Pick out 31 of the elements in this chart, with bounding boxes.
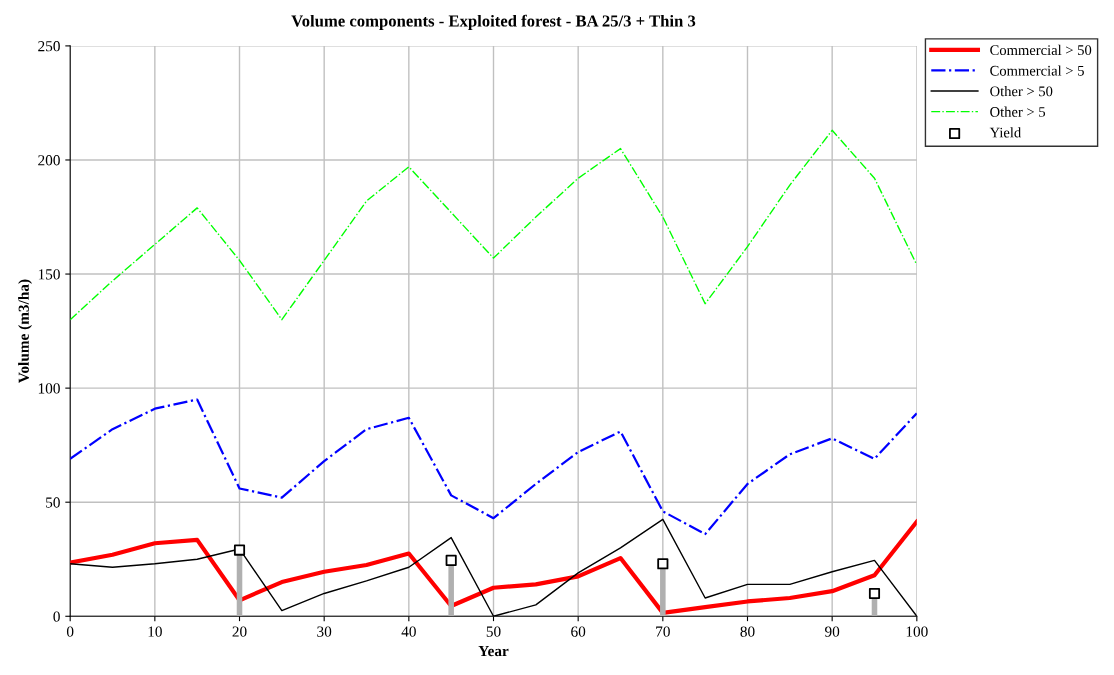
x-tick-label: 90 — [825, 626, 840, 637]
point — [233, 544, 246, 556]
legend-label: Other > 5 — [990, 106, 1046, 117]
legend-label: Yield — [989, 127, 1022, 138]
chart-title: Volume components - Exploited forest - BA 25/3 + Thin 3 — [291, 14, 696, 31]
y-tick-label: 250 — [38, 41, 60, 52]
y-tick-label: 50 — [46, 497, 60, 508]
point — [657, 558, 669, 570]
x-tick-label: 30 — [317, 626, 332, 637]
line-series — [70, 129, 917, 321]
y-axis-title: Volume (m3/ha) — [18, 279, 32, 384]
x-tick-label: 70 — [656, 626, 670, 637]
x-tick-label: 20 — [232, 626, 247, 637]
line-series — [70, 398, 917, 536]
legend-label: Commercial > 50 — [990, 44, 1092, 56]
x-tick-label: 100 — [906, 626, 928, 637]
point — [868, 587, 881, 600]
y-tick-label: 100 — [38, 383, 60, 394]
x-tick-label: 80 — [740, 626, 755, 637]
x-tick-label: 40 — [401, 626, 416, 637]
legend-label: Commercial > 5 — [990, 65, 1084, 76]
y-tick-label: 0 — [53, 611, 60, 622]
y-tick-label: 200 — [38, 155, 60, 166]
y-tick-label: 150 — [38, 269, 60, 280]
x-axis-title: Year — [478, 646, 509, 657]
x-tick-label: 0 — [66, 626, 74, 637]
legend-label: Other > 50 — [990, 86, 1053, 97]
x-tick-label: 10 — [148, 626, 162, 637]
point — [445, 554, 457, 566]
x-tick-label: 60 — [571, 626, 586, 637]
x-tick-label: 50 — [486, 626, 501, 637]
